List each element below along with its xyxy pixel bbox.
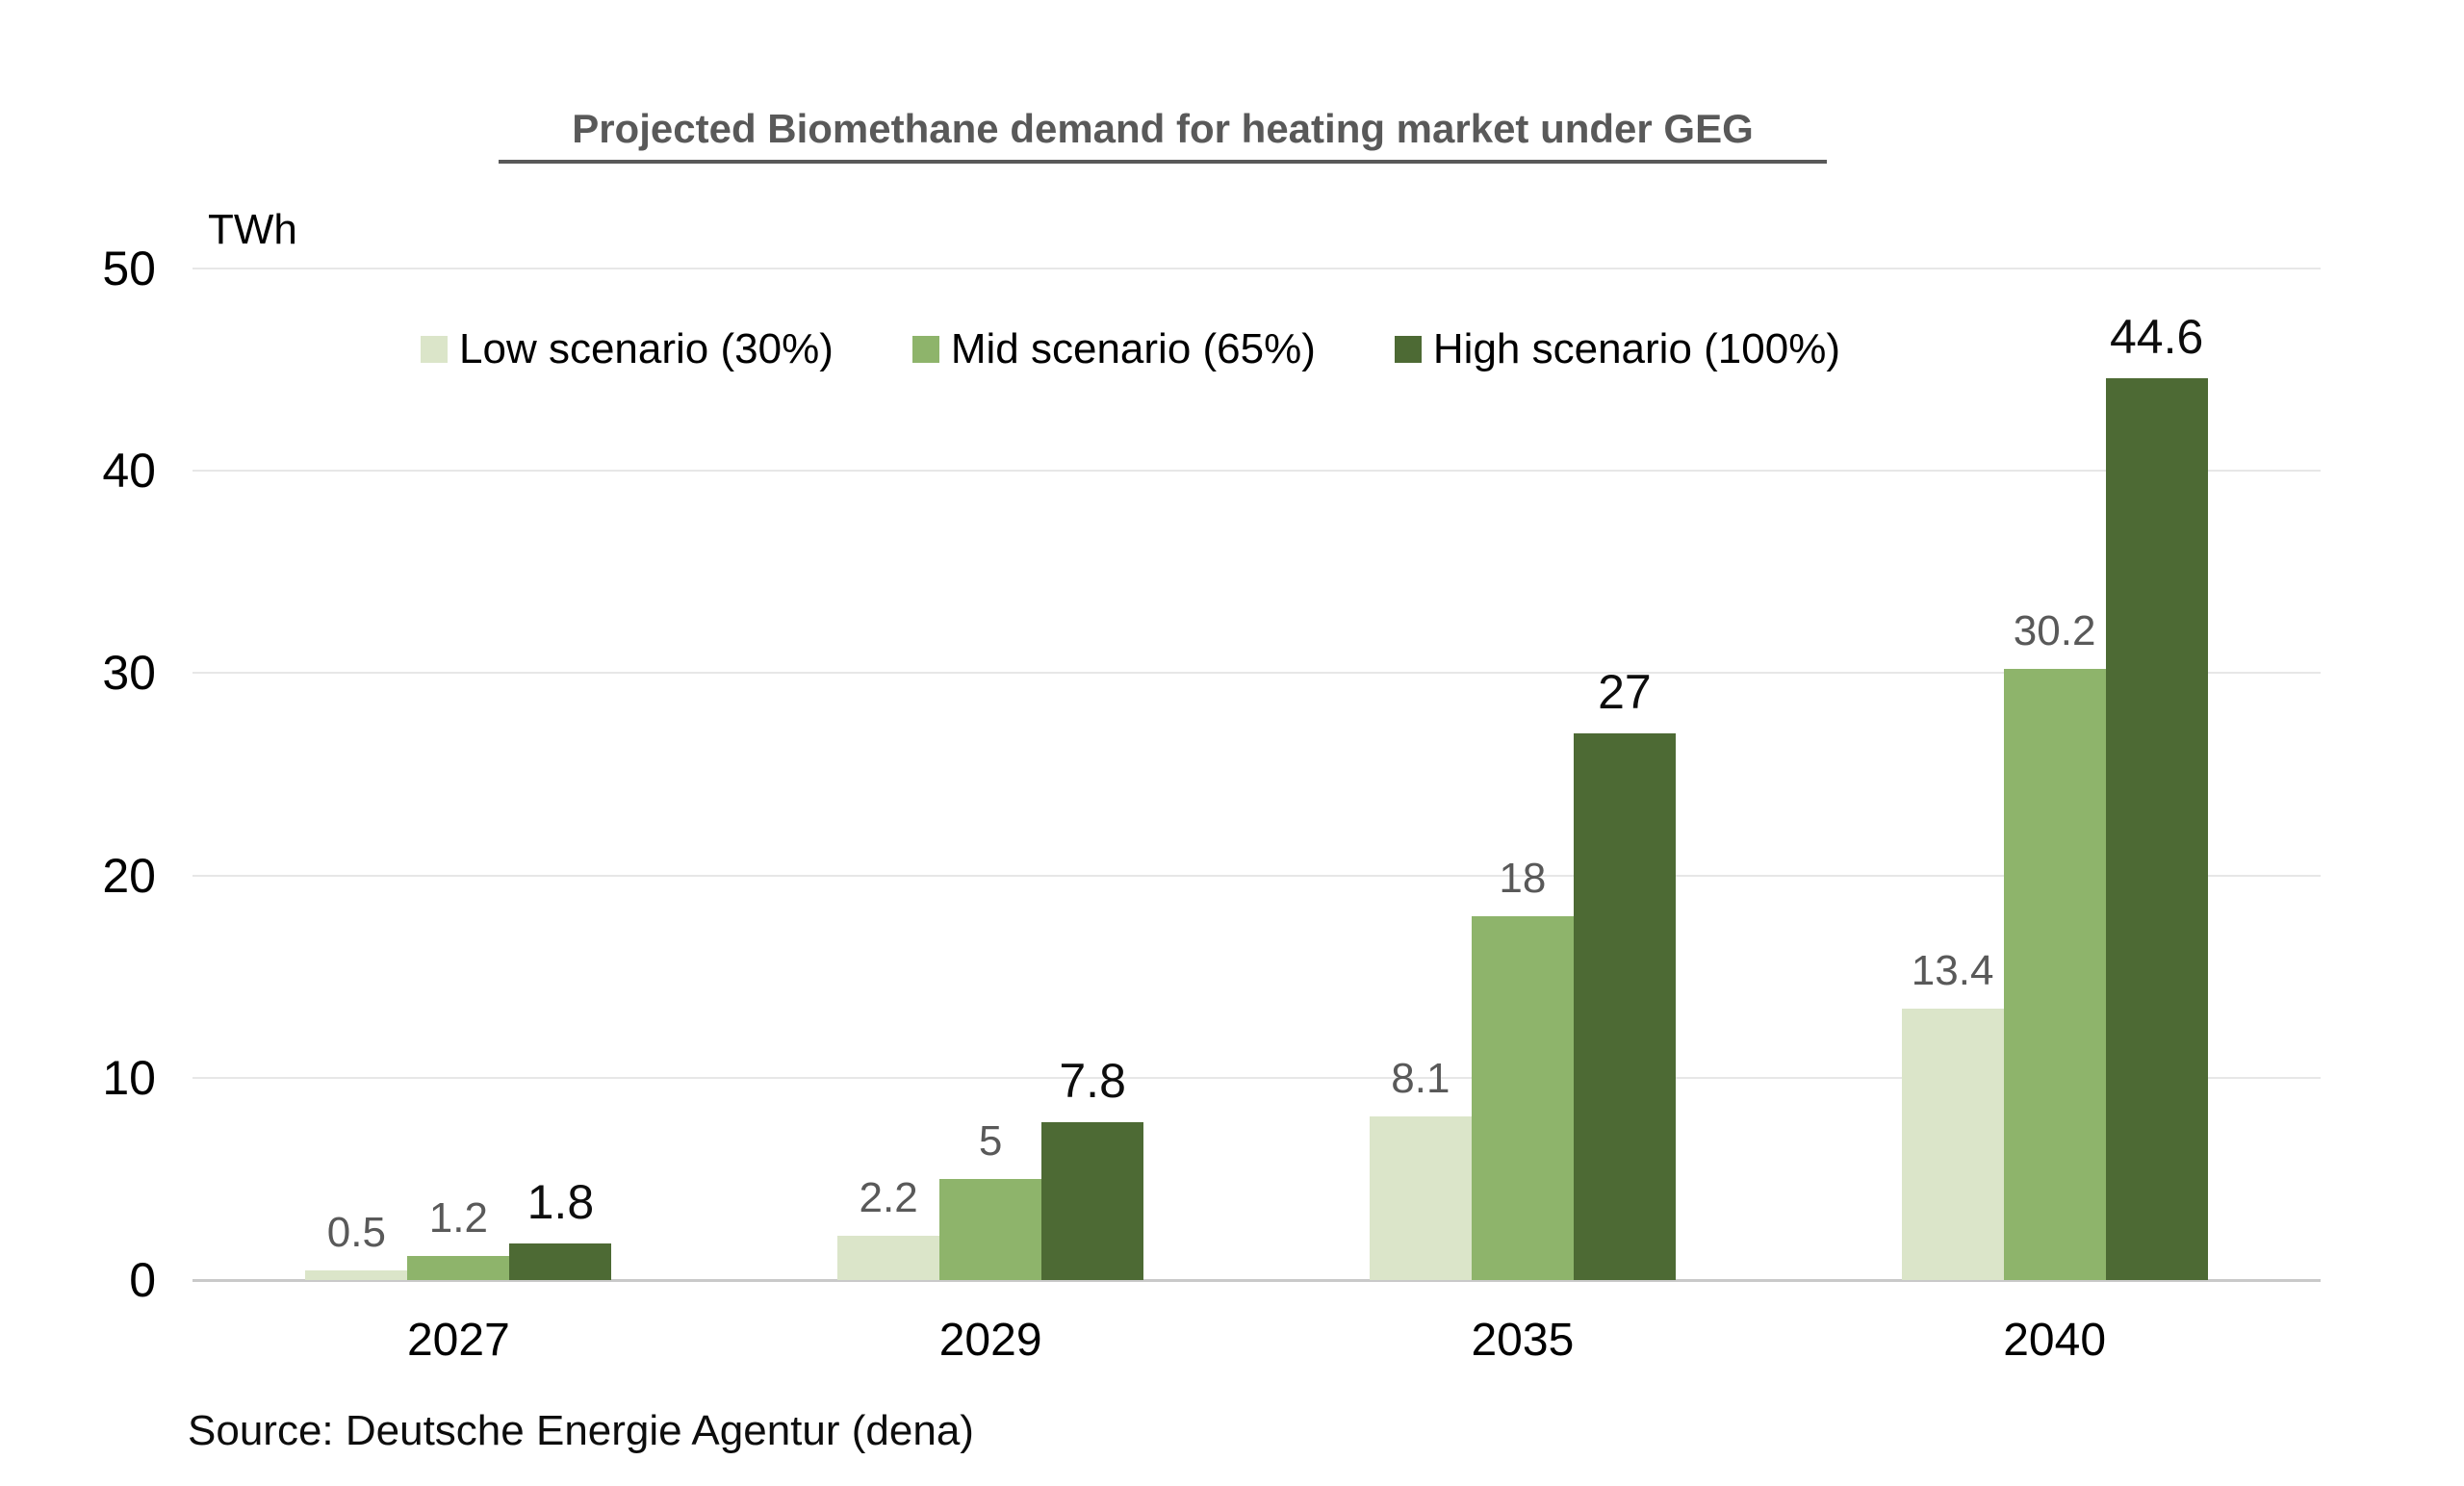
- legend-item-mid: Mid scenario (65%): [911, 325, 1316, 373]
- y-axis-tick-label-30: 30: [102, 646, 156, 701]
- legend-item-high: High scenario (100%): [1394, 325, 1840, 373]
- y-axis-tick-label-20: 20: [102, 848, 156, 903]
- x-axis-label-2029: 2029: [938, 1315, 1042, 1366]
- bar-high-2027: [509, 1243, 612, 1280]
- chart-title: Projected Biomethane demand for heating …: [499, 106, 1827, 164]
- x-axis-label-2035: 2035: [1471, 1315, 1575, 1366]
- legend-label: High scenario (100%): [1432, 325, 1840, 372]
- y-axis-tick-label-10: 10: [102, 1050, 156, 1105]
- bar-low-2029: [837, 1235, 940, 1280]
- bar-high-2029: [1041, 1122, 1144, 1280]
- bar-mid-2027: [407, 1255, 510, 1280]
- x-axis-line: [192, 1279, 2321, 1282]
- bar-value-label-2040-mid: 30.2: [2013, 607, 2096, 655]
- bar-mid-2040: [2003, 669, 2106, 1280]
- bar-value-label-2029-high: 7.8: [1059, 1054, 1126, 1109]
- y-axis-unit-label: TWh: [208, 206, 297, 253]
- bar-low-2027: [305, 1269, 408, 1280]
- bar-low-2040: [1901, 1009, 2004, 1280]
- bar-value-label-2035-mid: 18: [1499, 854, 1547, 902]
- gridline-50: [192, 268, 2321, 269]
- bar-value-label-2035-high: 27: [1598, 665, 1652, 720]
- bar-low-2035: [1369, 1115, 1472, 1280]
- bar-mid-2035: [1471, 915, 1574, 1280]
- plot-area: 0 10 20 30 40 50 0.5 1.2 1.8 2027 2.2 5 7.8 2029 8.1 18…: [102, 244, 2321, 1366]
- legend-label: Mid scenario (65%): [950, 325, 1316, 372]
- bar-value-label-2029-low: 2.2: [859, 1173, 918, 1221]
- legend-swatch-icon: [1394, 336, 1422, 363]
- bar-value-label-2035-low: 8.1: [1391, 1054, 1450, 1102]
- bar-mid-2029: [939, 1178, 1042, 1280]
- bar-value-label-2040-low: 13.4: [1911, 947, 1994, 995]
- bar-high-2040: [2105, 377, 2208, 1280]
- bar-value-label-2027-low: 0.5: [326, 1208, 386, 1256]
- bar-value-label-2029-mid: 5: [978, 1116, 1003, 1165]
- y-axis-tick-label-0: 0: [129, 1253, 156, 1307]
- legend-label: Low scenario (30%): [459, 325, 834, 372]
- legend-item-low: Low scenario (30%): [421, 325, 834, 373]
- bar-value-label-2027-mid: 1.2: [428, 1193, 488, 1242]
- legend: Low scenario (30%) Mid scenario (65%) High…: [421, 325, 1840, 373]
- gridline-30: [192, 672, 2321, 675]
- y-axis-tick-label-50: 50: [102, 242, 156, 295]
- gridline-40: [192, 470, 2321, 473]
- gridline-20: [192, 874, 2321, 877]
- x-axis-label-2027: 2027: [406, 1315, 510, 1366]
- gridline-10: [192, 1076, 2321, 1079]
- bar-value-label-2027-high: 1.8: [526, 1175, 595, 1230]
- bar-value-label-2040-high: 44.6: [2109, 309, 2204, 364]
- x-axis-label-2040: 2040: [2003, 1315, 2107, 1366]
- y-axis-tick-label-40: 40: [102, 444, 156, 499]
- source-note: Source: Deutsche Energie Agentur (dena): [188, 1407, 974, 1454]
- legend-swatch-icon: [911, 336, 939, 363]
- legend-swatch-icon: [421, 336, 448, 363]
- bar-high-2035: [1573, 733, 1676, 1280]
